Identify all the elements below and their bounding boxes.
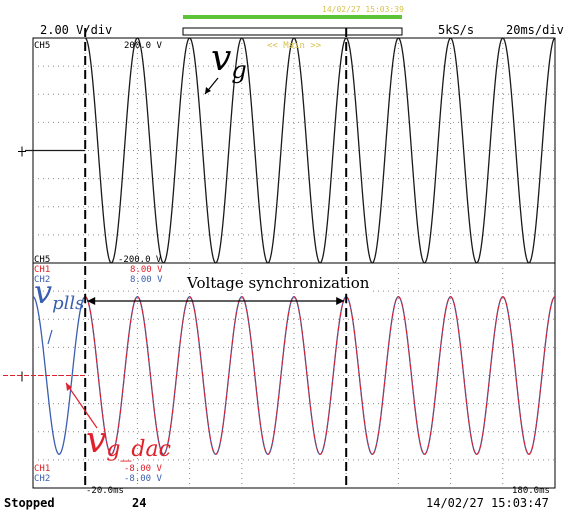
vpll-pointer — [47, 329, 53, 345]
upper-bottom-value: -200.0 V — [118, 255, 162, 265]
vgdac-pointer-head — [66, 383, 72, 391]
upper-top-value: 200.0 V — [124, 41, 162, 51]
volts-per-div: 2.00 V/div — [40, 23, 113, 37]
vg-annotation: vg — [211, 38, 247, 84]
overlay — [47, 28, 348, 488]
vgdac-waveform — [3, 296, 556, 455]
vpll-main: v — [34, 273, 53, 311]
footer-timestamp: 14/02/27 15:03:47 — [426, 496, 549, 510]
ch1-bottom-label: CH1 — [34, 464, 51, 474]
time-start-label: -20.0ms — [86, 486, 124, 496]
vpll-annotation: vplls — [34, 273, 84, 314]
ch2-top-label: CH2 — [34, 275, 51, 285]
vg-sub: g — [231, 56, 247, 84]
zoom-label: << Main >> — [267, 41, 322, 51]
sync-arrow-head-right — [336, 297, 345, 305]
sync-arrow-head-left — [87, 297, 96, 305]
upper-bottom-channel-label: CH5 — [34, 255, 51, 265]
sample-rate: 5kS/s — [438, 23, 475, 37]
ch1-top-value: 8.00 V — [130, 265, 163, 275]
upper-channel-label: CH5 — [34, 41, 51, 51]
vgdac-sub: g_dac — [106, 437, 171, 462]
ch2-bottom-value: -8.00 V — [124, 474, 162, 484]
vgdac-main: v — [86, 420, 107, 461]
time-end-label: 180.0ms — [512, 486, 550, 496]
zoom-window-box — [182, 27, 403, 36]
vgdac-pointer — [65, 382, 98, 429]
vg-pointer-head — [205, 87, 211, 94]
ch2-top-value: 8.00 V — [130, 275, 163, 285]
trigger-position-bar — [183, 15, 402, 19]
sync-label: Voltage synchronization — [185, 274, 372, 292]
ch2-bottom-label: CH2 — [34, 474, 51, 484]
vgdac-annotation: vg_dac — [86, 420, 171, 462]
grid — [32, 27, 556, 489]
run-status: Stopped — [4, 496, 55, 510]
vpll-sub: plls — [52, 293, 85, 314]
acq-count: 24 — [132, 496, 147, 510]
vg-main: v — [211, 38, 232, 79]
vg-waveform — [25, 37, 556, 264]
ch1-top-label: CH1 — [34, 265, 51, 275]
waveforms — [3, 37, 556, 455]
header-timestamp: 14/02/27 15:03:39 — [322, 5, 404, 14]
ch1-bottom-value: -8.00 V — [124, 464, 162, 474]
time-per-div: 20ms/div — [506, 23, 564, 37]
